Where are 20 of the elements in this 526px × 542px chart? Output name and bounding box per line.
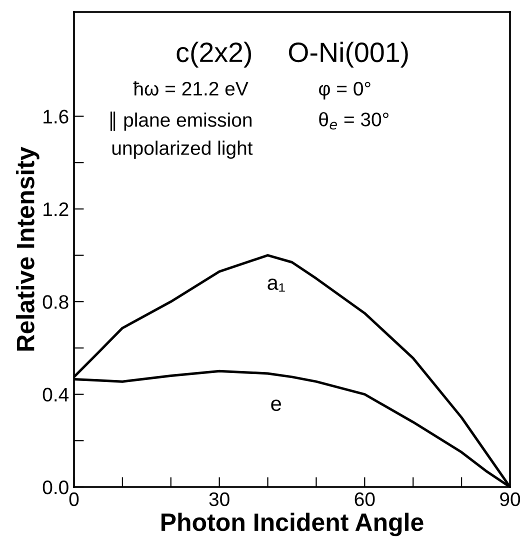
y-tick-label: 1.2 (44, 202, 68, 216)
series-label: e (271, 400, 281, 411)
y-axis-title: Relative Intensity (16, 146, 40, 351)
y-tick-label: 0.8 (42, 295, 68, 309)
annotation: unpolarized light (112, 140, 253, 159)
annotation: O-Ni(001) (288, 42, 408, 68)
annotation: c(2x2) (176, 42, 252, 68)
annotation: ∥ plane emission (110, 112, 252, 131)
x-tick-label: 30 (209, 492, 230, 506)
x-tick-label: 60 (354, 492, 375, 506)
y-tick-label: 1.6 (44, 110, 68, 124)
annotation: θ$_{e}$ = 30° (319, 112, 388, 130)
series-label: a₁ (268, 278, 285, 292)
annotation: ħω = 21.2 eV (133, 81, 248, 96)
y-tick-label: 0.0 (42, 480, 68, 494)
y-tick-label: 0.4 (42, 388, 69, 402)
annotation: φ = 0° (318, 82, 370, 100)
x-axis-title: Photon Incident Angle (162, 512, 424, 536)
x-tick-label: 90 (500, 492, 520, 506)
x-tick-label: 0 (69, 492, 79, 506)
